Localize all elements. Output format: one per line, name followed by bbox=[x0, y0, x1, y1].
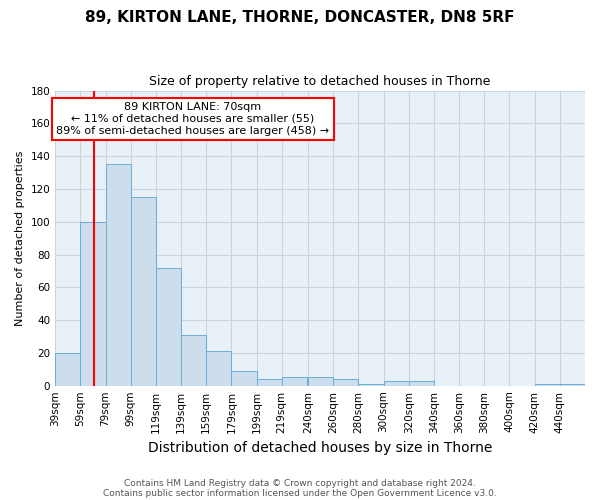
Bar bbox=[206, 351, 232, 386]
X-axis label: Distribution of detached houses by size in Thorne: Distribution of detached houses by size … bbox=[148, 441, 492, 455]
Text: 89, KIRTON LANE, THORNE, DONCASTER, DN8 5RF: 89, KIRTON LANE, THORNE, DONCASTER, DN8 … bbox=[85, 10, 515, 25]
Text: Contains HM Land Registry data © Crown copyright and database right 2024.: Contains HM Land Registry data © Crown c… bbox=[124, 478, 476, 488]
Bar bbox=[333, 379, 358, 386]
Bar bbox=[281, 378, 307, 386]
Y-axis label: Number of detached properties: Number of detached properties bbox=[15, 150, 25, 326]
Text: Contains public sector information licensed under the Open Government Licence v3: Contains public sector information licen… bbox=[103, 488, 497, 498]
Bar bbox=[80, 222, 106, 386]
Bar bbox=[106, 164, 131, 386]
Bar bbox=[257, 379, 281, 386]
Bar bbox=[560, 384, 585, 386]
Text: 89 KIRTON LANE: 70sqm
← 11% of detached houses are smaller (55)
89% of semi-deta: 89 KIRTON LANE: 70sqm ← 11% of detached … bbox=[56, 102, 329, 136]
Bar bbox=[308, 378, 333, 386]
Bar bbox=[383, 381, 409, 386]
Bar bbox=[232, 371, 257, 386]
Bar bbox=[131, 197, 156, 386]
Bar bbox=[409, 381, 434, 386]
Bar bbox=[156, 268, 181, 386]
Bar bbox=[181, 335, 206, 386]
Bar bbox=[358, 384, 383, 386]
Bar bbox=[535, 384, 560, 386]
Title: Size of property relative to detached houses in Thorne: Size of property relative to detached ho… bbox=[149, 75, 491, 88]
Bar bbox=[55, 353, 80, 386]
